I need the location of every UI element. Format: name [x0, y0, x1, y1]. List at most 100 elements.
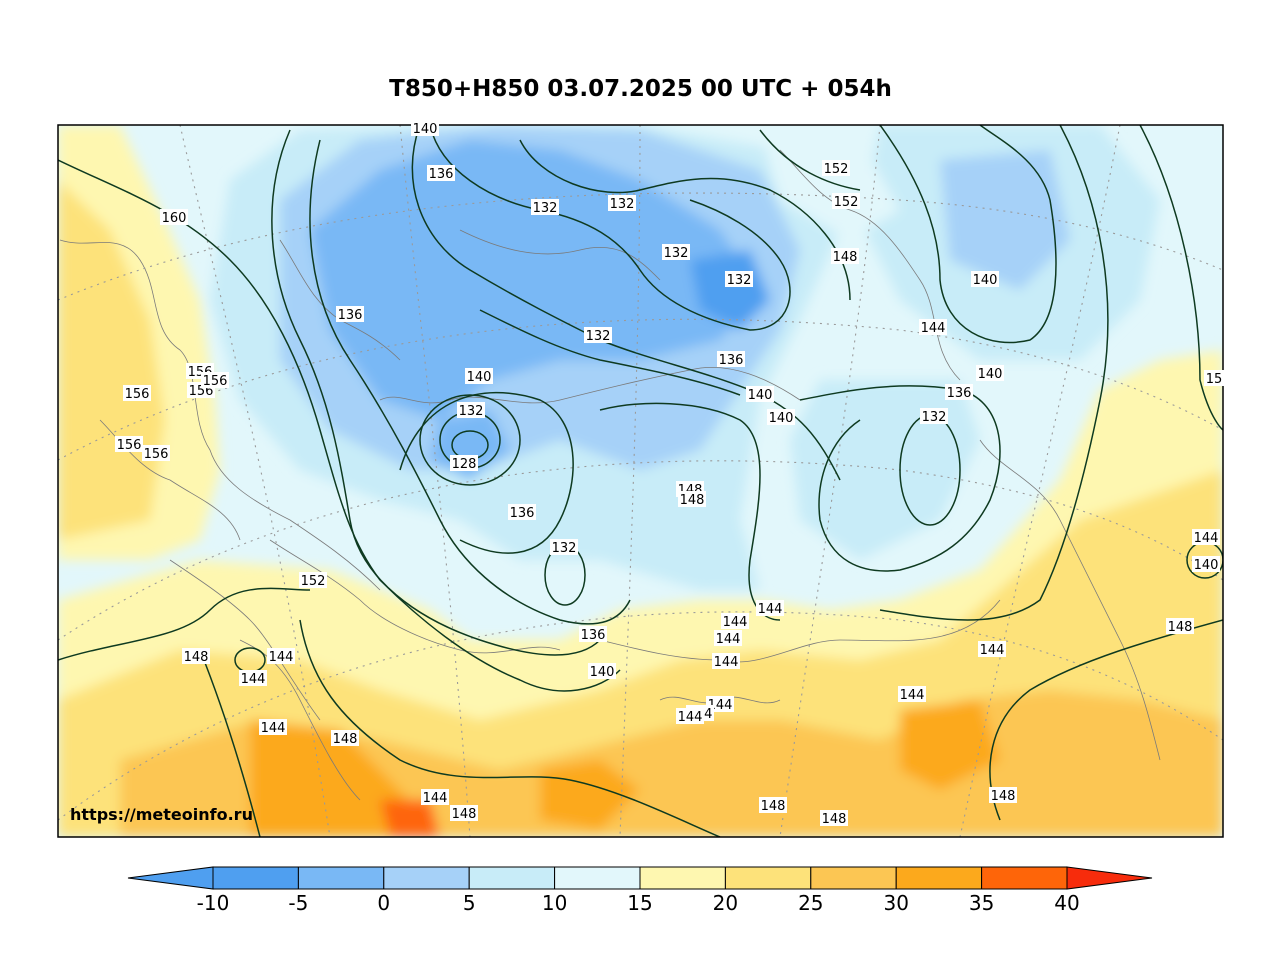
contour-label: 144 [900, 688, 925, 703]
contour-label-bg [465, 368, 493, 384]
graticule [58, 125, 1223, 837]
contour-label: 140 [467, 370, 492, 385]
contour-label: 136 [581, 628, 606, 643]
map-frame [57, 124, 1224, 838]
contour-label: 144 [714, 655, 739, 670]
colorbar-bin [212, 866, 299, 890]
contour-label: 144 [423, 791, 448, 806]
contour-label: 144 [1194, 531, 1219, 546]
contour-label-bg [676, 708, 704, 724]
contour-label-bg [759, 797, 787, 813]
contour-label-bg [1192, 556, 1220, 572]
colorbar-tick-label: -10 [197, 891, 230, 915]
contour-label-bg [822, 160, 850, 176]
contour-label-bg [239, 670, 267, 686]
contour-label-bg [767, 409, 795, 425]
contour-label-bg [1166, 618, 1194, 634]
contour-label-bg [898, 686, 926, 702]
contour-label: 136 [947, 386, 972, 401]
contour-label-bg [267, 648, 295, 664]
contour-label: 136 [429, 167, 454, 182]
contour-label: 148 [333, 732, 358, 747]
contour-label-bg [717, 351, 745, 367]
contour-label: 140 [1194, 558, 1219, 573]
contour-label-bg [919, 319, 947, 335]
contour-label: 152 [301, 574, 326, 589]
contour-label-bg [1192, 529, 1220, 545]
contour-label-bg [450, 805, 478, 821]
contour-label: 15 [1206, 372, 1223, 387]
contour-label: 132 [922, 410, 947, 425]
contour-label: 156 [117, 438, 142, 453]
contour-label-bg [712, 653, 740, 669]
contour-label-bg [457, 402, 485, 418]
colorbar-bin [639, 866, 726, 890]
contour-label: 148 [991, 789, 1016, 804]
contour-label: 136 [510, 506, 535, 521]
colorbar-tick-label: 40 [1054, 891, 1079, 915]
contour-label-bg [123, 385, 151, 401]
contour-label: 140 [748, 388, 773, 403]
contour-label-bg [725, 271, 753, 287]
contour-label-bg [182, 648, 210, 664]
colorbar-tick-label: 35 [969, 891, 994, 915]
contour-label-bg [756, 600, 784, 616]
colorbar-tick-label: 0 [377, 891, 390, 915]
temperature-field [58, 125, 1223, 837]
contour-label: 148 [833, 250, 858, 265]
contour-label-bg [115, 436, 143, 452]
contour-label-bg [160, 209, 188, 225]
contour-label: 136 [719, 353, 744, 368]
contour-label: 140 [590, 665, 615, 680]
contour-label-bg [421, 789, 449, 805]
contour-label: 144 [261, 721, 286, 736]
contour-label: 140 [413, 122, 438, 137]
colorbar-tick-label: 25 [798, 891, 823, 915]
contour-label: 144 [241, 672, 266, 687]
contour-label-bg [588, 663, 616, 679]
contour-label: 140 [973, 273, 998, 288]
contour-label-bg [579, 626, 607, 642]
contour-label: 152 [834, 195, 859, 210]
contour-label: 144 [723, 615, 748, 630]
contour-label-bg [971, 271, 999, 287]
contour-label: 144 [980, 643, 1005, 658]
contour-label-bg [945, 384, 973, 400]
contour-label-bg [201, 372, 229, 388]
colorbar-max-extension [1066, 866, 1153, 890]
contour-label: 156 [203, 374, 228, 389]
contour-label: 132 [586, 329, 611, 344]
contour-label-bg [331, 730, 359, 746]
colorbar-tick-label: 30 [883, 891, 908, 915]
contour-label: 148 [761, 799, 786, 814]
contour-label: 132 [533, 201, 558, 216]
colorbar-tick-label: 15 [627, 891, 652, 915]
contour-label-bg [550, 539, 578, 555]
contour-label: 156 [144, 447, 169, 462]
contour-label-bg [714, 630, 742, 646]
contour-label: 144 [921, 321, 946, 336]
contour-label: 144 [716, 632, 741, 647]
contour-label: 148 [1168, 620, 1193, 635]
colorbar-tick-label: 5 [463, 891, 476, 915]
contour-label: 132 [459, 404, 484, 419]
contour-label-bg [450, 455, 478, 471]
colorbar-min-extension [127, 866, 214, 890]
contour-label-bg [832, 193, 860, 209]
colorbar-bin [724, 866, 812, 890]
contour-label-bg [259, 719, 287, 735]
contour-label-bg [678, 491, 706, 507]
contour-label-bg [820, 810, 848, 826]
contour-label: 148 [822, 812, 847, 827]
contour-label: 132 [664, 246, 689, 261]
colorbar-bin [383, 866, 470, 890]
contour-label: 132 [727, 273, 752, 288]
colorbar-bin [297, 866, 385, 890]
contour-label: 140 [978, 367, 1003, 382]
colorbar-tick-label: 20 [713, 891, 738, 915]
contour-label: 156 [125, 387, 150, 402]
contour-label-bg [531, 199, 559, 215]
contour-label-bg [920, 408, 948, 424]
contour-label: 148 [680, 493, 705, 508]
